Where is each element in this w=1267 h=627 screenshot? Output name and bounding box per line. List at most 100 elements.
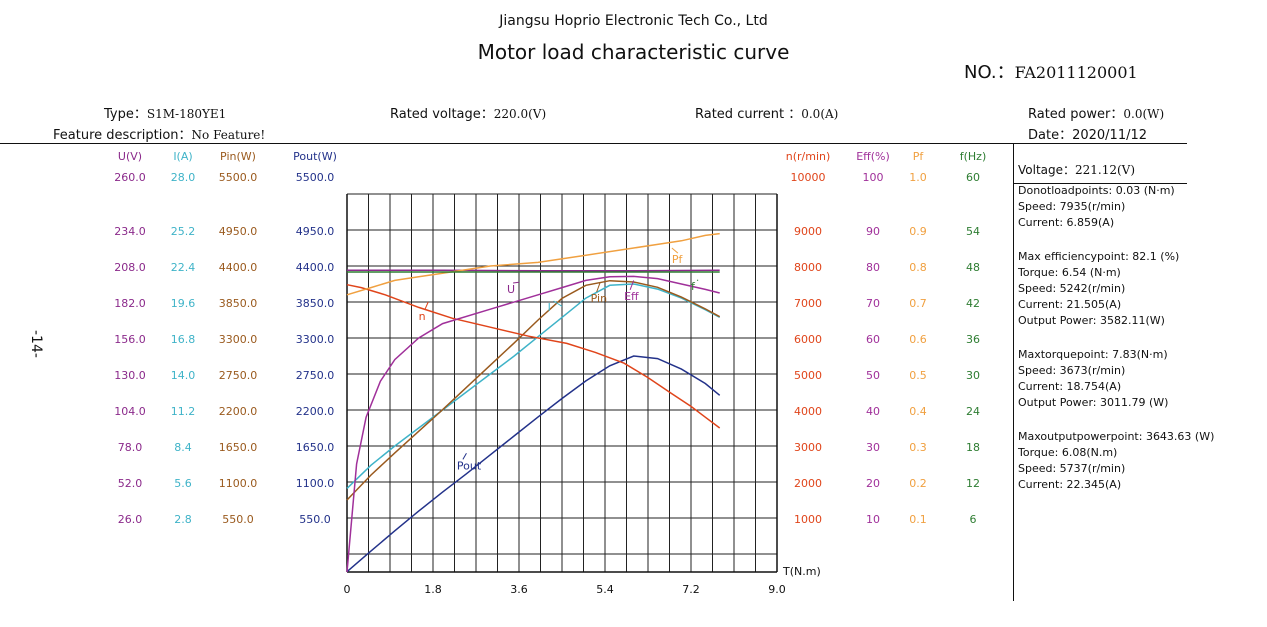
curve-label-i: I [548,301,551,314]
rated-voltage-value: 220.0(V) [493,107,547,121]
axis-tick-f: 60 [966,171,980,184]
axis-tick-n: 9000 [794,225,822,238]
panel-line: Donotloadpoints: 0.03 (N·m) [1018,184,1175,197]
axis-tick-pf: 0.2 [909,477,927,490]
panel-line: Maxoutputpowerpoint: 3643.63 (W) [1018,430,1215,443]
axis-tick-eff: 50 [866,369,880,382]
axis-tick-pf: 0.3 [909,441,927,454]
axis-tick-pf: 0.8 [909,261,927,274]
panel-line: Current: 18.754(A) [1018,380,1122,393]
type-value: S1M-180YE1 [146,107,227,121]
axis-tick-f: 18 [966,441,980,454]
axis-tick-i: 5.6 [174,477,192,490]
axis-tick-pin: 550.0 [222,513,254,526]
curve-label-pin: Pin [591,292,607,305]
header-divider [0,143,1187,144]
curve-label-pout: Pout [457,459,482,472]
axis-tick-n: 2000 [794,477,822,490]
curve-label-leader [596,282,601,293]
axis-tick-f: 24 [966,405,980,418]
rated-current-field: Rated current ：0.0(A) [695,103,838,122]
panel-groups: Donotloadpoints: 0.03 (N·m) Speed: 7935(r… [1018,183,1263,493]
axis-tick-pout: 4400.0 [296,261,335,274]
curve-label-leader [512,281,520,284]
axis-tick-pin: 5500.0 [219,171,258,184]
axis-tick-eff: 30 [866,441,880,454]
date-field: Date：2020/11/12 [1028,124,1147,143]
axis-tick-u: 156.0 [114,333,146,346]
axis-tick-f: 54 [966,225,980,238]
x-tick-label: 3.6 [510,583,528,596]
axis-header-f: f(Hz) [960,150,987,163]
axis-tick-pf: 0.6 [909,333,927,346]
panel-line: Maxtorquepoint: 7.83(N·m) [1018,348,1168,361]
panel-voltage-label: Voltage： [1018,163,1076,177]
axis-tick-eff: 20 [866,477,880,490]
panel-line: Current: 22.345(A) [1018,478,1122,491]
series-line-eff [346,275,720,573]
chart-title: Motor load characteristic curve [477,40,790,64]
axis-tick-n: 3000 [794,441,822,454]
doc-no-label: NO.： [964,62,1015,83]
curve-label-eff: Eff [624,290,639,303]
series-line-i [346,283,721,489]
curve-label-leader [671,247,679,254]
axis-tick-eff: 100 [863,171,884,184]
axis-tick-n: 10000 [791,171,826,184]
rated-power-label: Rated power： [1028,107,1124,122]
panel-voltage: Voltage：221.12(V) [1018,147,1263,183]
axis-tick-pout: 1650.0 [296,441,335,454]
date-value: 2020/11/12 [1072,128,1148,143]
axis-tick-pin: 2750.0 [219,369,258,382]
axis-header-pout: Pout(W) [293,150,337,163]
axis-tick-u: 182.0 [114,297,146,310]
axis-tick-pf: 0.1 [909,513,927,526]
axis-tick-pin: 3300.0 [219,333,258,346]
voltage-divider [1013,183,1187,184]
axis-tick-n: 8000 [794,261,822,274]
company-name: Jiangsu Hoprio Electronic Tech Co., Ltd [499,13,768,29]
axis-tick-u: 104.0 [114,405,146,418]
panel-voltage-value: 221.12(V) [1075,163,1136,177]
series-line-pf [346,232,720,296]
axis-tick-pout: 1100.0 [296,477,335,490]
rated-current-label: Rated current ： [695,107,802,122]
axis-tick-eff: 60 [866,333,880,346]
axis-tick-n: 6000 [794,333,822,346]
axis-tick-i: 14.0 [171,369,196,382]
axis-tick-f: 30 [966,369,980,382]
axis-tick-u: 130.0 [114,369,146,382]
axis-tick-i: 2.8 [174,513,192,526]
axis-tick-pin: 2200.0 [219,405,258,418]
axis-tick-i: 16.8 [171,333,196,346]
panel-line: Torque: 6.54 (N·m) [1018,266,1121,279]
curve-label-leader [629,280,635,291]
series-line-pin [346,279,721,501]
feature-label: Feature description： [53,128,192,143]
axis-tick-pout: 2200.0 [296,405,335,418]
axis-tick-i: 22.4 [171,261,196,274]
axis-tick-pf: 0.4 [909,405,927,418]
axis-header-eff: Eff(%) [856,150,890,163]
axis-tick-i: 28.0 [171,171,196,184]
panel-line: Speed: 5242(r/min) [1018,282,1126,295]
curve-label-u: U [507,283,515,296]
rated-voltage-field: Rated voltage：220.0(V) [390,103,546,122]
axis-tick-f: 12 [966,477,980,490]
rated-power-field: Rated power：0.0(W) [1028,103,1164,122]
doc-no-value: FA2011120001 [1014,63,1138,82]
axis-tick-u: 26.0 [118,513,143,526]
axis-tick-i: 25.2 [171,225,196,238]
axis-tick-u: 78.0 [118,441,143,454]
axis-tick-i: 11.2 [171,405,196,418]
axis-tick-pout: 4950.0 [296,225,335,238]
panel-group: Donotloadpoints: 0.03 (N·m) Speed: 7935(r… [1018,183,1263,231]
axis-header-u: U(V) [118,150,142,163]
curve-label-f: f [691,280,696,293]
axis-tick-eff: 80 [866,261,880,274]
axis-tick-eff: 40 [866,405,880,418]
curve-label-pf: Pf [672,253,684,266]
summary-panel: Voltage：221.12(V) Donotloadpoints: 0.03 … [1018,147,1263,511]
axis-tick-pout: 550.0 [299,513,331,526]
panel-line: Output Power: 3582.11(W) [1018,314,1165,327]
